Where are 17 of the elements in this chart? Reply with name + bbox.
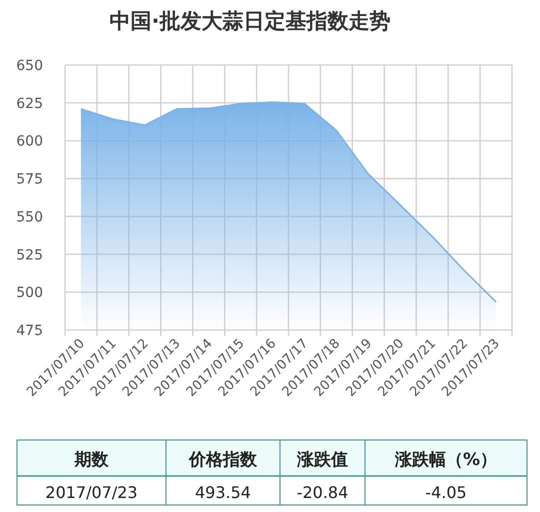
y-tick-label: 575 xyxy=(16,172,43,188)
y-tick-label: 650 xyxy=(16,58,43,74)
text: 期数 xyxy=(74,450,110,470)
text: 涨跌幅（%） xyxy=(394,450,498,470)
y-tick-label: 600 xyxy=(16,134,43,150)
y-tick-label: 550 xyxy=(16,209,43,226)
text: 493.54 xyxy=(195,483,251,502)
text: -4.05 xyxy=(425,483,467,502)
text: -20.84 xyxy=(296,483,348,502)
text: 2017/07/23 xyxy=(45,483,138,502)
text: 价格指数 xyxy=(188,450,258,470)
text: 涨跌值 xyxy=(296,450,348,470)
y-tick-label: 525 xyxy=(16,247,43,264)
chart-title: 中国·批发大蒜日定基指数走势 xyxy=(110,9,390,33)
y-tick-label: 500 xyxy=(16,285,43,302)
y-tick-label: 625 xyxy=(16,96,43,112)
y-tick-label: 475 xyxy=(16,323,43,339)
